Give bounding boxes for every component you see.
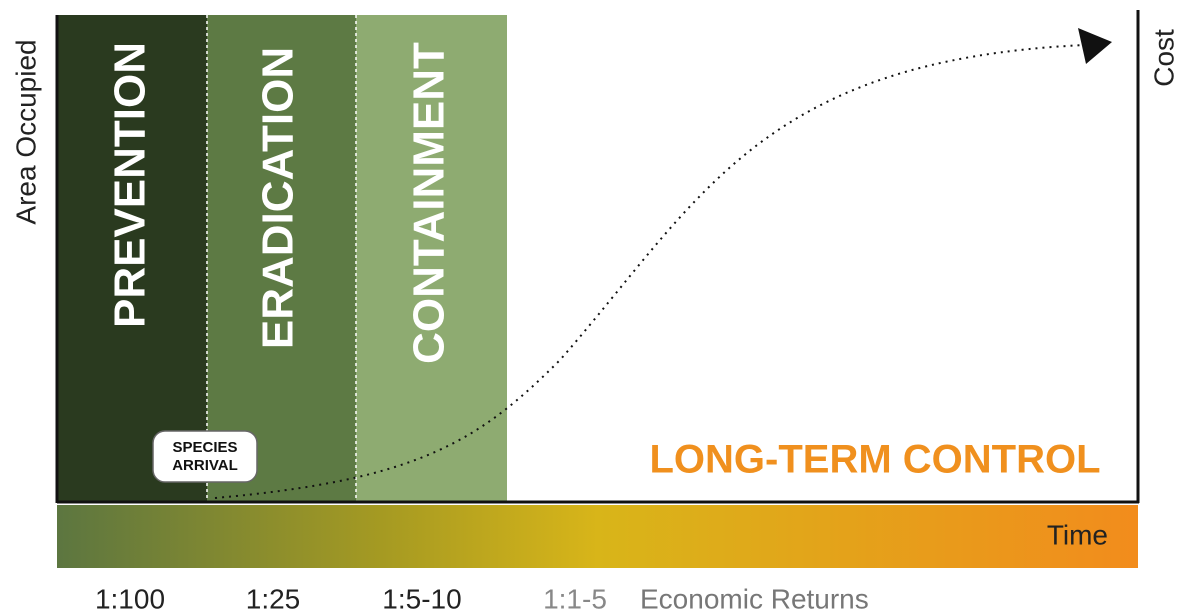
prevention-band bbox=[57, 15, 207, 502]
time-bar bbox=[57, 505, 1138, 568]
y2-axis-label: Cost bbox=[1148, 29, 1179, 87]
marker-wrap: SPECIES ARRIVAL bbox=[172, 438, 238, 474]
phase-label: ERADICATION bbox=[254, 47, 303, 349]
marker-label: SPECIES ARRIVAL bbox=[172, 438, 238, 474]
y-axis-label: Area Occupied bbox=[10, 39, 41, 224]
returns-title: Economic Returns bbox=[640, 583, 869, 614]
phase-label: PREVENTION bbox=[106, 42, 155, 328]
return-label: 1:1-5 bbox=[543, 583, 607, 614]
eradication-band bbox=[207, 15, 356, 502]
x-axis-label: Time bbox=[1047, 519, 1108, 550]
phase-label: LONG-TERM CONTROL bbox=[649, 438, 1100, 482]
return-label: 1:25 bbox=[246, 583, 301, 614]
return-label: 1:100 bbox=[95, 583, 165, 614]
return-label: 1:5-10 bbox=[382, 583, 461, 614]
containment-band bbox=[356, 15, 507, 502]
marker-box bbox=[152, 430, 258, 483]
phase-label: CONTAINMENT bbox=[405, 42, 454, 364]
arrowhead bbox=[1078, 28, 1112, 64]
